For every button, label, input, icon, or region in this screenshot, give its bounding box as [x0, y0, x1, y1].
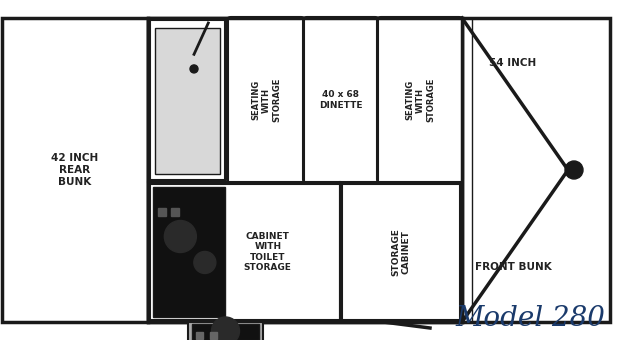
Text: 40 x 68
DINETTE: 40 x 68 DINETTE	[319, 90, 363, 110]
Circle shape	[565, 161, 583, 179]
Bar	[196, 332, 203, 339]
Bar	[148, 18, 462, 322]
Bar	[171, 208, 179, 216]
Bar	[155, 28, 220, 174]
FancyBboxPatch shape	[227, 17, 305, 183]
Circle shape	[164, 221, 196, 253]
Bar	[2, 18, 148, 322]
Bar	[342, 184, 460, 320]
FancyBboxPatch shape	[303, 17, 379, 183]
Bar	[148, 18, 462, 322]
Bar	[188, 322, 263, 340]
Text: SEATING
WITH
STORAGE: SEATING WITH STORAGE	[405, 78, 435, 122]
Bar	[210, 332, 217, 339]
Bar	[150, 184, 340, 320]
Text: 42 INCH
REAR
BUNK: 42 INCH REAR BUNK	[52, 153, 99, 187]
Bar	[150, 20, 225, 180]
Circle shape	[194, 252, 216, 273]
Circle shape	[190, 65, 198, 73]
Bar	[462, 18, 610, 322]
Text: FRONT BUNK: FRONT BUNK	[475, 262, 551, 272]
Text: STORAGE
CABINET: STORAGE CABINET	[392, 228, 411, 276]
Circle shape	[211, 317, 240, 340]
Text: Model 280: Model 280	[455, 305, 605, 332]
Bar	[153, 187, 225, 317]
FancyBboxPatch shape	[377, 17, 463, 183]
Text: SEATING
WITH
STORAGE: SEATING WITH STORAGE	[251, 78, 281, 122]
Text: CABINET
WITH
TOILET
STORAGE: CABINET WITH TOILET STORAGE	[244, 232, 292, 272]
Bar	[192, 324, 259, 340]
Bar	[158, 208, 166, 216]
Text: 54 INCH: 54 INCH	[489, 58, 536, 68]
